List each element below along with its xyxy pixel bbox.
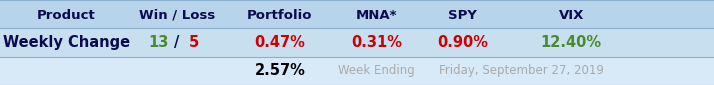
Text: Win / Loss: Win / Loss <box>139 9 215 22</box>
Text: Product: Product <box>37 9 96 22</box>
Text: Friday, September 27, 2019: Friday, September 27, 2019 <box>439 64 603 77</box>
Text: SPY: SPY <box>448 9 477 22</box>
Text: /: / <box>174 35 180 50</box>
Text: MNA*: MNA* <box>356 9 397 22</box>
Bar <box>0 0 714 28</box>
Bar <box>0 57 714 85</box>
Text: Portfolio: Portfolio <box>247 9 313 22</box>
Text: 0.90%: 0.90% <box>437 35 488 50</box>
Bar <box>0 28 714 57</box>
Text: Week Ending: Week Ending <box>338 64 415 77</box>
Text: 5: 5 <box>189 35 199 50</box>
Text: 0.47%: 0.47% <box>254 35 306 50</box>
Text: Weekly Change: Weekly Change <box>3 35 130 50</box>
Text: 0.31%: 0.31% <box>351 35 402 50</box>
Text: 13: 13 <box>149 35 169 50</box>
Text: VIX: VIX <box>558 9 584 22</box>
Text: 12.40%: 12.40% <box>540 35 602 50</box>
Text: 2.57%: 2.57% <box>254 63 306 78</box>
